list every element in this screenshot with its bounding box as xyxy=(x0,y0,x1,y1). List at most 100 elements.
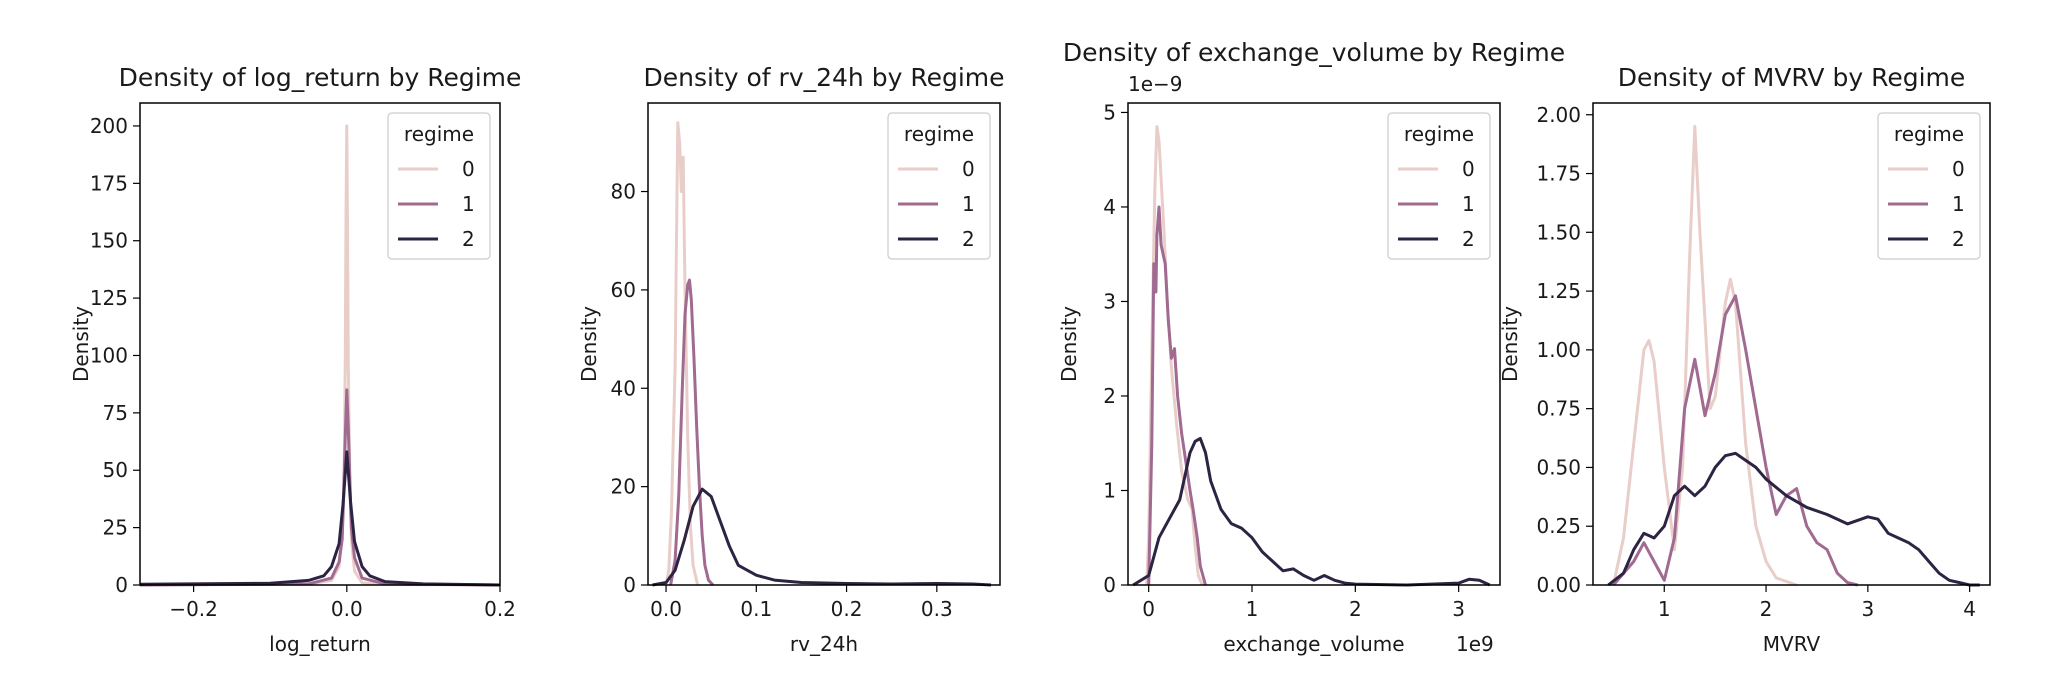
legend-entry-1: 1 xyxy=(1952,192,1965,216)
y-tick-label: 4 xyxy=(1103,195,1116,219)
y-tick-label: 0.00 xyxy=(1536,573,1581,597)
plot-frame xyxy=(1127,102,1501,586)
legend-title: regime xyxy=(1404,122,1474,146)
series-line-1 xyxy=(1147,205,1207,586)
y-tick-label: 100 xyxy=(90,343,128,367)
x-axis-label: log_return xyxy=(269,632,371,656)
plot-frame xyxy=(139,102,501,586)
y-tick-label: 60 xyxy=(611,278,636,302)
chart-title: Density of rv_24h by Regime xyxy=(644,63,1005,92)
x-tick-label: 0.3 xyxy=(921,597,953,621)
x-axis-label: MVRV xyxy=(1763,632,1821,656)
series-line-0 xyxy=(1611,125,1798,587)
x-tick-label: 0.0 xyxy=(331,597,363,621)
legend-box xyxy=(1877,112,1981,260)
series-lines xyxy=(652,121,992,587)
x-axis-label: exchange_volume xyxy=(1223,632,1404,656)
x-offset-label: 1e9 xyxy=(1456,632,1494,656)
legend-entry-0: 0 xyxy=(462,157,475,181)
legend-entry-2: 2 xyxy=(962,227,975,251)
y-tick-label: 80 xyxy=(611,180,636,204)
legend-title: regime xyxy=(1894,122,1964,146)
chart-mvrv-density: Density of MVRV by Regime MVRV Density 1… xyxy=(1498,63,1991,656)
y-tick-label: 40 xyxy=(611,376,636,400)
y-tick-label: 75 xyxy=(103,401,128,425)
legend-entry-2: 2 xyxy=(1952,227,1965,251)
legend-entry-1: 1 xyxy=(462,192,475,216)
y-tick-label: 200 xyxy=(90,114,128,138)
x-tick-label: 0.2 xyxy=(484,597,516,621)
series-lines xyxy=(1607,125,1980,587)
legend-entry-0: 0 xyxy=(1462,157,1475,181)
y-tick-label: 0.25 xyxy=(1536,514,1581,538)
x-tick-label: 1 xyxy=(1658,597,1671,621)
x-tick-label: 0.2 xyxy=(831,597,863,621)
y-axis-label: Density xyxy=(69,306,93,382)
y-offset-label: 1e−9 xyxy=(1128,72,1183,96)
y-tick-label: 1 xyxy=(1103,478,1116,502)
x-tick-label: 2 xyxy=(1349,597,1362,621)
chart-exchange-volume-density: Density of exchange_volume by Regime exc… xyxy=(1057,38,1565,656)
x-tick-label: 3 xyxy=(1861,597,1874,621)
y-tick-label: 0 xyxy=(115,573,128,597)
y-tick-label: 1.25 xyxy=(1536,279,1581,303)
y-axis-label: Density xyxy=(1057,306,1081,382)
y-tick-label: 175 xyxy=(90,171,128,195)
y-tick-label: 0.75 xyxy=(1536,397,1581,421)
x-tick-label: 1 xyxy=(1246,597,1259,621)
plot-frame xyxy=(647,102,1001,586)
legend-entry-2: 2 xyxy=(462,227,475,251)
y-tick-label: 150 xyxy=(90,229,128,253)
legend-title: regime xyxy=(904,122,974,146)
y-tick-label: 3 xyxy=(1103,289,1116,313)
x-tick-label: −0.2 xyxy=(169,597,218,621)
series-line-1 xyxy=(669,278,715,587)
legend-box xyxy=(1387,112,1491,260)
legend-box xyxy=(387,112,491,260)
y-tick-label: 5 xyxy=(1103,100,1116,124)
chart-title: Density of MVRV by Regime xyxy=(1618,63,1966,92)
series-lines xyxy=(139,124,501,587)
y-tick-label: 50 xyxy=(103,458,128,482)
chart-title: Density of log_return by Regime xyxy=(119,63,522,92)
y-tick-label: 25 xyxy=(103,516,128,540)
y-tick-label: 0.50 xyxy=(1536,455,1581,479)
x-tick-label: 0.1 xyxy=(740,597,772,621)
series-line-1 xyxy=(139,388,501,587)
legend-box xyxy=(887,112,991,260)
series-line-0 xyxy=(664,121,700,586)
chart-log-return-density: Density of log_return by Regime log_retu… xyxy=(69,63,521,656)
y-tick-label: 1.00 xyxy=(1536,338,1581,362)
series-line-2 xyxy=(652,487,992,587)
legend-entry-2: 2 xyxy=(1462,227,1475,251)
x-tick-label: 3 xyxy=(1452,597,1465,621)
series-line-2 xyxy=(1607,451,1980,587)
y-tick-label: 20 xyxy=(611,475,636,499)
y-tick-label: 1.75 xyxy=(1536,162,1581,186)
y-tick-label: 0 xyxy=(623,573,636,597)
x-tick-label: 4 xyxy=(1963,597,1976,621)
series-line-0 xyxy=(139,124,501,587)
y-tick-label: 1.50 xyxy=(1536,220,1581,244)
y-tick-label: 2 xyxy=(1103,384,1116,408)
chart-rv-24h-density: Density of rv_24h by Regime rv_24h Densi… xyxy=(577,63,1005,656)
series-line-2 xyxy=(139,450,501,587)
legend-entry-1: 1 xyxy=(1462,192,1475,216)
legend-entry-1: 1 xyxy=(962,192,975,216)
x-axis-label: rv_24h xyxy=(790,632,858,656)
legend-entry-0: 0 xyxy=(962,157,975,181)
y-tick-label: 125 xyxy=(90,286,128,310)
chart-title: Density of exchange_volume by Regime xyxy=(1063,38,1565,67)
x-tick-label: 2 xyxy=(1760,597,1773,621)
legend-entry-0: 0 xyxy=(1952,157,1965,181)
x-tick-label: 0 xyxy=(1142,597,1155,621)
y-tick-label: 2.00 xyxy=(1536,103,1581,127)
y-axis-label: Density xyxy=(1498,306,1522,382)
x-tick-label: 0.0 xyxy=(650,597,682,621)
y-tick-label: 0 xyxy=(1103,573,1116,597)
series-line-1 xyxy=(1612,294,1859,587)
plot-frame xyxy=(1592,102,1991,586)
y-axis-label: Density xyxy=(577,306,601,382)
legend-title: regime xyxy=(404,122,474,146)
